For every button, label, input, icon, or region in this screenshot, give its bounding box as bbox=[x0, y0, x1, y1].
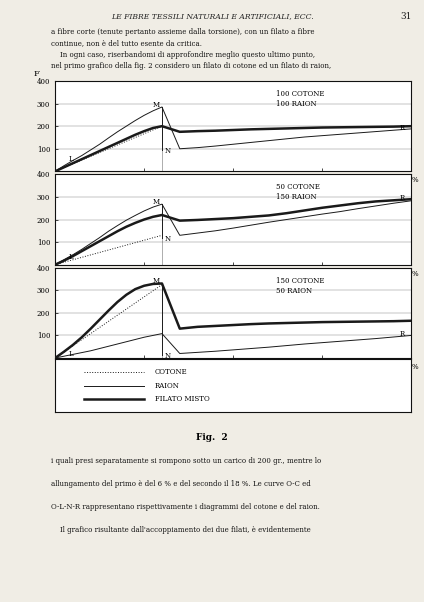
Text: LE FIBRE TESSILI NATURALI E ARTIFICIALI, ECC.: LE FIBRE TESSILI NATURALI E ARTIFICIALI,… bbox=[111, 12, 313, 20]
Text: Fig.  2: Fig. 2 bbox=[196, 433, 228, 442]
Text: In ogni caso, riserbandomi di approfondire meglio questo ultimo punto,: In ogni caso, riserbandomi di approfondi… bbox=[51, 51, 315, 59]
Text: O-L-N-R rappresentano rispettivamente i diagrammi del cotone e del raion.: O-L-N-R rappresentano rispettivamente i … bbox=[51, 503, 320, 511]
Text: Il grafico risultante dall'accoppiamento dei due filati, è evidentemente: Il grafico risultante dall'accoppiamento… bbox=[51, 526, 311, 534]
Text: 150 COTONE
50 RAION: 150 COTONE 50 RAION bbox=[276, 277, 324, 294]
Text: N: N bbox=[164, 235, 170, 243]
Text: L: L bbox=[69, 350, 73, 358]
Text: L: L bbox=[69, 253, 73, 261]
Text: M: M bbox=[153, 278, 160, 285]
Text: RAION: RAION bbox=[155, 382, 180, 389]
Text: continue, non è del tutto esente da critica.: continue, non è del tutto esente da crit… bbox=[51, 40, 202, 48]
Text: COTONE: COTONE bbox=[155, 368, 187, 376]
Text: nel primo grafico della fig. 2 considero un filato di cotone ed un filato di rai: nel primo grafico della fig. 2 considero… bbox=[51, 63, 331, 70]
Text: 31: 31 bbox=[400, 12, 411, 21]
Text: FILATO MISTO: FILATO MISTO bbox=[155, 395, 209, 403]
Text: L: L bbox=[69, 155, 73, 163]
Text: i quali presi separatamente si rompono sotto un carico di 200 gr., mentre lo: i quali presi separatamente si rompono s… bbox=[51, 458, 321, 465]
Text: M: M bbox=[153, 101, 160, 109]
Text: R: R bbox=[400, 194, 405, 202]
Text: a fibre corte (tenute pertanto assieme dalla torsione), con un filato a fibre: a fibre corte (tenute pertanto assieme d… bbox=[51, 28, 314, 36]
Text: M: M bbox=[153, 198, 160, 206]
Text: 50 COTONE
150 RAION: 50 COTONE 150 RAION bbox=[276, 184, 320, 201]
Text: F: F bbox=[34, 70, 39, 78]
Text: N: N bbox=[164, 147, 170, 155]
Text: N: N bbox=[164, 352, 170, 360]
Text: allungamento del primo è del 6 % e del secondo il 18 %. Le curve O-C ed: allungamento del primo è del 6 % e del s… bbox=[51, 480, 311, 488]
Text: R: R bbox=[400, 330, 405, 338]
Text: 100 COTONE
100 RAION: 100 COTONE 100 RAION bbox=[276, 90, 324, 108]
Text: R: R bbox=[400, 123, 405, 131]
